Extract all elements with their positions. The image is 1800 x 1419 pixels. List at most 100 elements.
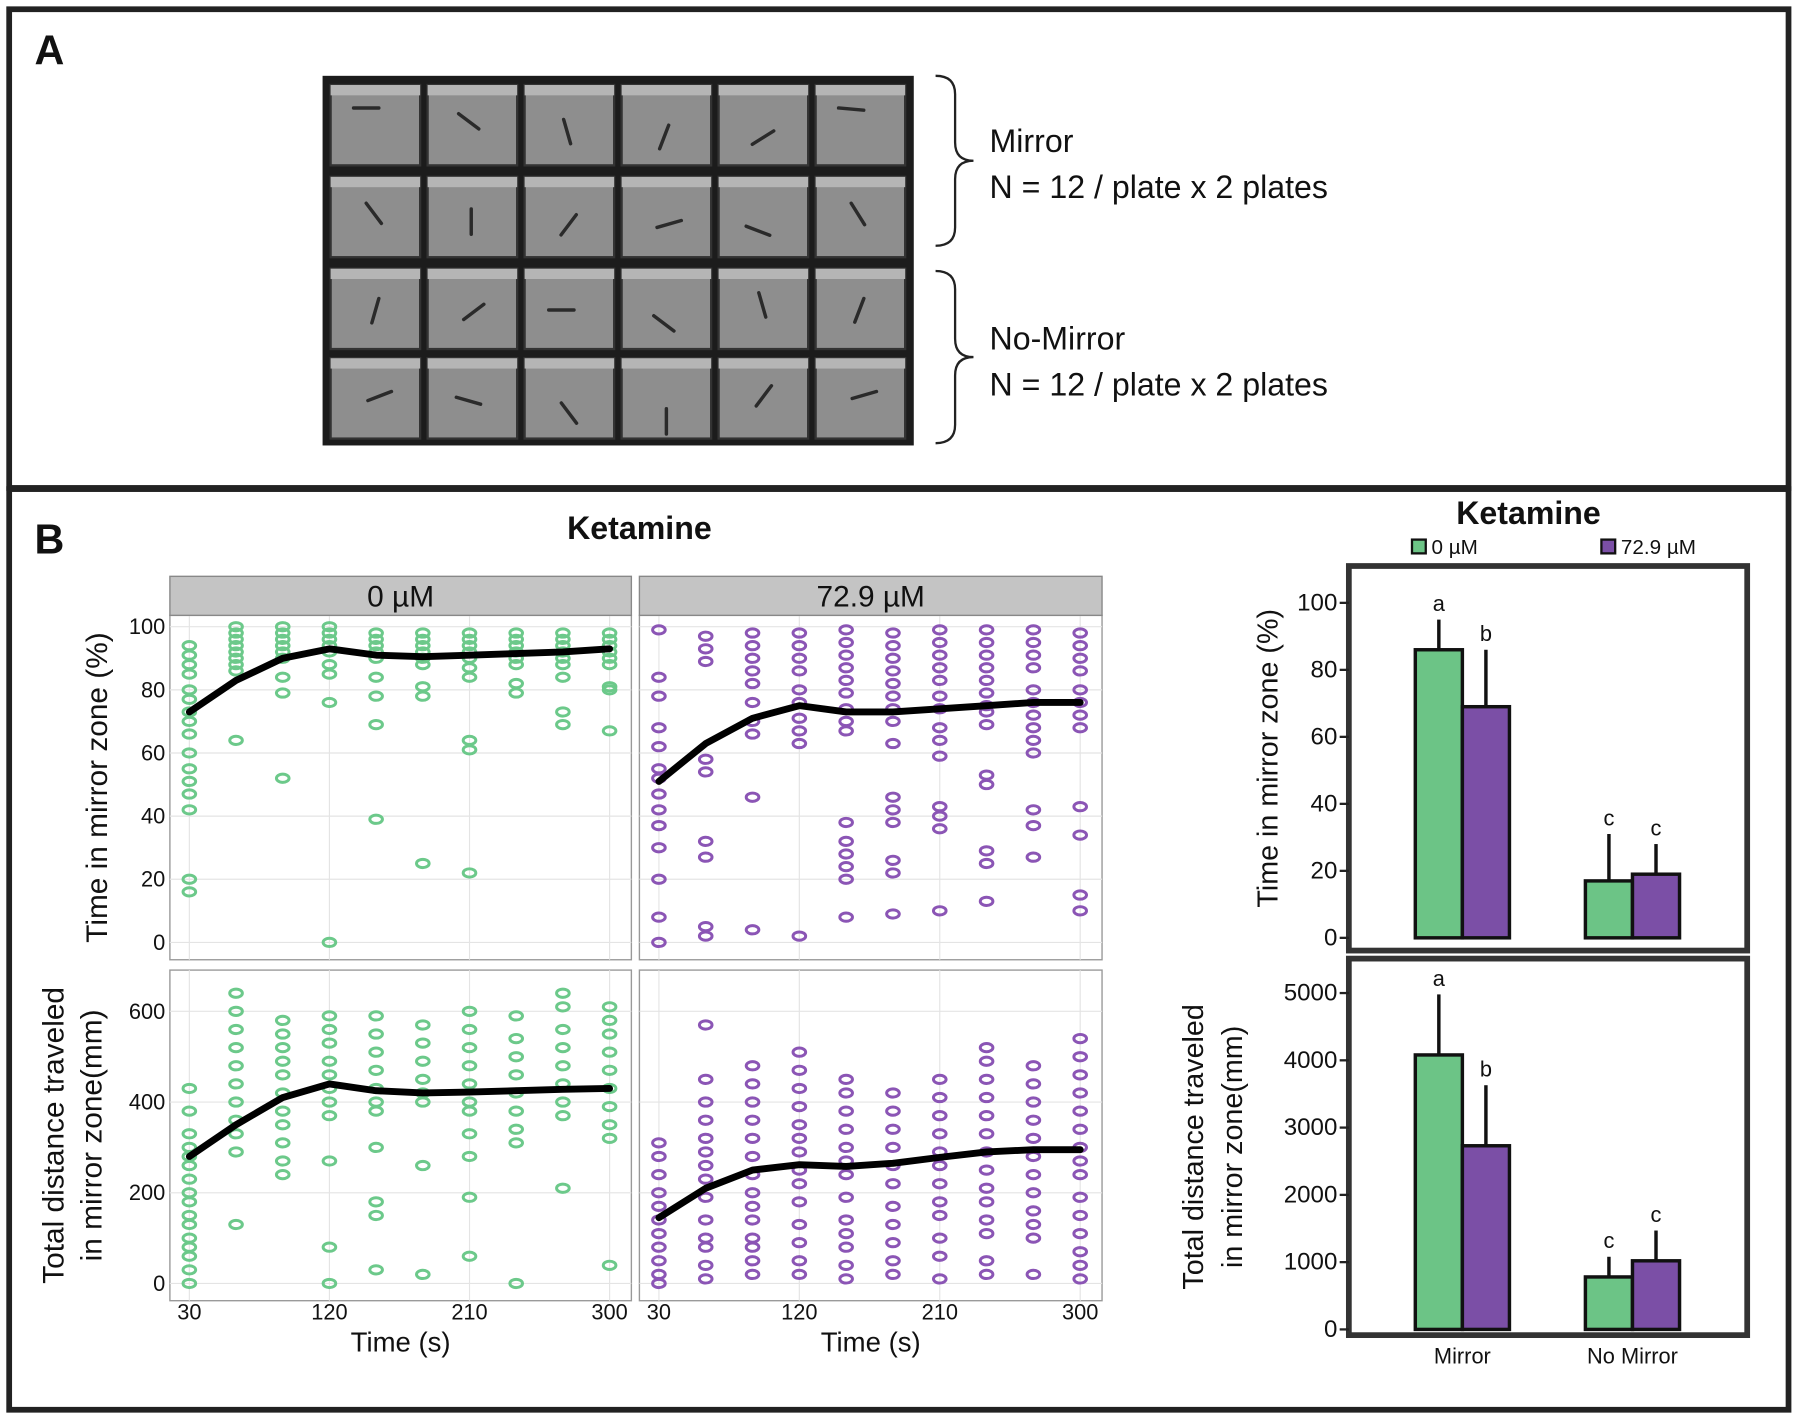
- point: [181, 1173, 198, 1185]
- point: [931, 674, 948, 687]
- panel-title: Ketamine: [567, 510, 712, 546]
- point: [651, 1187, 667, 1199]
- point: [181, 763, 198, 775]
- point: [791, 1146, 808, 1158]
- point: [555, 1060, 571, 1072]
- fish: [559, 213, 578, 237]
- point: [838, 861, 854, 873]
- well-rim: [815, 85, 906, 96]
- significance-letter: b: [1480, 1057, 1492, 1082]
- bar: [1630, 872, 1682, 940]
- point: [1072, 709, 1089, 721]
- point: [228, 1096, 244, 1108]
- point: [368, 633, 384, 645]
- point: [838, 1191, 854, 1203]
- point: [791, 1046, 808, 1058]
- point: [791, 1196, 808, 1208]
- point: [978, 778, 995, 791]
- point: [461, 1191, 478, 1203]
- point: [228, 627, 244, 639]
- point: [838, 1123, 854, 1135]
- y-tick-label: 80: [1311, 656, 1338, 683]
- point: [228, 1060, 244, 1072]
- point: [368, 1209, 384, 1222]
- plot-frame: [1345, 955, 1751, 1339]
- point: [931, 734, 948, 746]
- point: [508, 687, 525, 699]
- point: [461, 640, 478, 652]
- point: [1072, 1209, 1089, 1222]
- point: [274, 1137, 291, 1149]
- point: [1025, 747, 1042, 759]
- point: [791, 1119, 808, 1131]
- point: [838, 1105, 854, 1117]
- point: [744, 728, 761, 740]
- point: [415, 633, 431, 645]
- point: [461, 1060, 478, 1072]
- point: [651, 842, 667, 854]
- point: [697, 1114, 714, 1126]
- well-rim: [718, 268, 809, 280]
- point: [978, 857, 995, 870]
- point: [885, 737, 901, 750]
- significance-letter: c: [1603, 805, 1614, 830]
- group-n: N = 12 / plate x 2 plates: [990, 367, 1328, 403]
- point: [885, 854, 901, 866]
- point: [978, 649, 995, 661]
- point: [697, 1019, 714, 1031]
- point: [555, 987, 571, 999]
- y-axis-title: Time in mirror zone (%): [81, 632, 114, 942]
- point: [885, 1268, 901, 1281]
- point: [931, 1110, 948, 1122]
- well: [717, 175, 810, 259]
- point: [651, 741, 667, 753]
- point: [744, 1150, 761, 1163]
- point: [461, 1128, 478, 1140]
- point: [368, 1141, 384, 1154]
- point: [697, 1273, 714, 1285]
- point: [744, 1241, 761, 1253]
- x-tick-label: 300: [1062, 1300, 1098, 1325]
- point: [555, 1096, 571, 1108]
- point: [791, 1268, 808, 1281]
- point: [697, 766, 714, 778]
- point: [978, 1091, 995, 1104]
- point: [461, 1150, 478, 1163]
- fish: [754, 384, 774, 408]
- point: [744, 1214, 761, 1226]
- point: [978, 1214, 995, 1226]
- x-axis-title: Time (s): [351, 1327, 451, 1358]
- panel-label: A: [34, 28, 64, 74]
- point: [838, 649, 854, 661]
- point: [744, 665, 761, 677]
- fish: [853, 296, 866, 324]
- point: [931, 823, 948, 835]
- point: [181, 1250, 198, 1262]
- fish: [657, 123, 671, 151]
- point: [415, 1096, 431, 1108]
- point: [368, 1028, 384, 1040]
- point: [601, 633, 618, 645]
- point: [228, 652, 244, 664]
- point: [838, 674, 854, 687]
- y-tick-label: 400: [129, 1090, 165, 1115]
- point: [978, 674, 995, 687]
- point: [274, 1119, 291, 1131]
- significance-letter: c: [1603, 1228, 1614, 1253]
- point: [791, 712, 808, 724]
- x-axis-title: Time (s): [821, 1327, 921, 1358]
- point: [885, 627, 901, 639]
- point: [368, 671, 384, 683]
- point: [885, 715, 901, 728]
- well: [329, 83, 422, 167]
- point: [321, 936, 338, 949]
- point: [651, 722, 667, 734]
- point: [1025, 636, 1042, 649]
- significance-letter: a: [1433, 591, 1446, 616]
- y-tick-label: 20: [141, 867, 165, 892]
- y-tick-label: 4000: [1284, 1047, 1338, 1074]
- point: [838, 662, 854, 674]
- point: [461, 1005, 478, 1017]
- facet-strip: [169, 575, 633, 617]
- point: [274, 640, 291, 652]
